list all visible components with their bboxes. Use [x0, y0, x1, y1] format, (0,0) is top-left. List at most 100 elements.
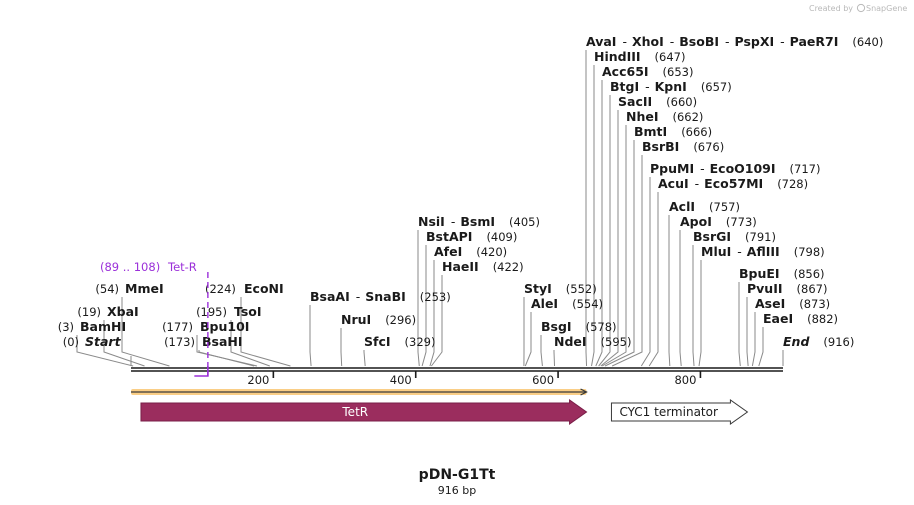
- enzyme-name[interactable]: AfeI: [434, 244, 462, 259]
- enzyme-name[interactable]: BsrBI: [642, 139, 679, 154]
- site-start[interactable]: Start (0): [63, 334, 122, 349]
- site-hindiii[interactable]: HindIII (647): [594, 49, 685, 64]
- site-position: (595): [601, 335, 632, 349]
- enzyme-name[interactable]: StyI: [524, 281, 552, 296]
- enzyme-name[interactable]: NdeI: [554, 334, 587, 349]
- enzyme-name[interactable]: MmeI: [125, 281, 164, 296]
- enzyme-name[interactable]: PvuII: [747, 281, 783, 296]
- enzyme-name[interactable]: BtgI: [610, 79, 639, 94]
- site-bsaai[interactable]: BsaAI - SnaBI (253): [310, 289, 451, 304]
- enzyme-name[interactable]: SacII: [618, 94, 652, 109]
- site-acui[interactable]: AcuI - Eco57MI (728): [658, 176, 808, 191]
- enzyme-name[interactable]: BsmI: [460, 214, 495, 229]
- site-haeii[interactable]: HaeII (422): [442, 259, 524, 274]
- site-bstapi[interactable]: BstAPI (409): [426, 229, 517, 244]
- enzyme-name[interactable]: BmtI: [634, 124, 667, 139]
- site-btgi[interactable]: BtgI - KpnI (657): [610, 79, 732, 94]
- site-position: (657): [701, 80, 732, 94]
- site-bpu10i[interactable]: Bpu10I (177): [162, 319, 249, 334]
- leader-line: [76, 335, 134, 367]
- enzyme-name[interactable]: PspXI: [735, 34, 775, 49]
- enzyme-name[interactable]: BpuEI: [739, 266, 780, 281]
- enzyme-name[interactable]: AclI: [669, 199, 695, 214]
- site-alei[interactable]: AleI (554): [531, 296, 603, 311]
- site-mmei[interactable]: MmeI (54): [95, 281, 163, 296]
- site-styi[interactable]: StyI (552): [524, 281, 597, 296]
- site-avai[interactable]: AvaI - XhoI - BsoBI - PspXI - PaeR7I (640): [586, 34, 883, 49]
- axis-tick-label: 600: [532, 373, 554, 387]
- enzyme-name[interactable]: PaeR7I: [790, 34, 839, 49]
- enzyme-name[interactable]: BsaHI: [202, 334, 243, 349]
- site-sfci[interactable]: SfcI (329): [364, 334, 435, 349]
- enzyme-name[interactable]: Acc65I: [602, 64, 649, 79]
- site-bsrbi[interactable]: BsrBI (676): [642, 139, 724, 154]
- site-end[interactable]: End (916): [783, 334, 854, 349]
- enzyme-name[interactable]: EcoNI: [244, 281, 284, 296]
- site-ndei[interactable]: NdeI (595): [554, 334, 631, 349]
- site-position: (420): [476, 245, 507, 259]
- site-econi[interactable]: EcoNI (224): [205, 281, 284, 296]
- site-asei[interactable]: AseI (873): [755, 296, 830, 311]
- site-afei[interactable]: AfeI (420): [434, 244, 507, 259]
- enzyme-name[interactable]: NheI: [626, 109, 659, 124]
- enzyme-name[interactable]: NsiI: [418, 214, 445, 229]
- enzyme-name[interactable]: AcuI: [658, 176, 689, 191]
- site-acc65i[interactable]: Acc65I (653): [602, 64, 693, 79]
- leader-line: [196, 335, 258, 367]
- enzyme-name[interactable]: KpnI: [655, 79, 687, 94]
- site-sacii[interactable]: SacII (660): [618, 94, 697, 109]
- enzyme-name[interactable]: EaeI: [763, 311, 793, 326]
- enzyme-name[interactable]: MluI: [701, 244, 731, 259]
- site-apoi[interactable]: ApoI (773): [680, 214, 757, 229]
- enzyme-name[interactable]: HindIII: [594, 49, 641, 64]
- site-nsii[interactable]: NsiI - BsmI (405): [418, 214, 540, 229]
- site-tsoi[interactable]: TsoI (195): [196, 304, 261, 319]
- site-mlui[interactable]: MluI - AflIII (798): [701, 244, 825, 259]
- enzyme-name[interactable]: TsoI: [234, 304, 262, 319]
- enzyme-name[interactable]: Start: [85, 334, 122, 349]
- enzyme-name[interactable]: HaeII: [442, 259, 479, 274]
- leader-line: [524, 312, 532, 367]
- enzyme-name[interactable]: XbaI: [107, 304, 139, 319]
- enzyme-name[interactable]: SfcI: [364, 334, 391, 349]
- enzyme-name[interactable]: Bpu10I: [200, 319, 249, 334]
- site-bsrgi[interactable]: BsrGI (791): [693, 229, 776, 244]
- enzyme-name[interactable]: EcoO109I: [710, 161, 776, 176]
- enzyme-name[interactable]: NruI: [341, 312, 371, 327]
- enzyme-name[interactable]: BsaAI: [310, 289, 350, 304]
- enzyme-name[interactable]: End: [783, 334, 810, 349]
- site-nhei[interactable]: NheI (662): [626, 109, 703, 124]
- enzyme-name[interactable]: AflIII: [747, 244, 780, 259]
- enzyme-name[interactable]: ApoI: [680, 214, 712, 229]
- enzyme-name[interactable]: BsrGI: [693, 229, 731, 244]
- site-bsgi[interactable]: BsgI (578): [541, 319, 617, 334]
- site-ppumi[interactable]: PpuMI - EcoO109I (717): [650, 161, 820, 176]
- enzyme-name[interactable]: BamHI: [80, 319, 126, 334]
- site-pvuii[interactable]: PvuII (867): [747, 281, 827, 296]
- site-acli[interactable]: AclI (757): [669, 199, 740, 214]
- primer-name[interactable]: Tet-R: [167, 260, 197, 274]
- site-bamhi[interactable]: BamHI (3): [58, 319, 126, 334]
- site-nrui[interactable]: NruI (296): [341, 312, 416, 327]
- site-xbai[interactable]: XbaI (19): [77, 304, 138, 319]
- leader-line: [103, 320, 145, 367]
- enzyme-name[interactable]: BstAPI: [426, 229, 472, 244]
- sequence-backbone[interactable]: [131, 367, 783, 372]
- enzyme-name[interactable]: AseI: [755, 296, 785, 311]
- primer-tet-r-arrow[interactable]: [194, 366, 209, 377]
- enzyme-name[interactable]: PpuMI: [650, 161, 694, 176]
- site-eaei[interactable]: EaeI (882): [763, 311, 838, 326]
- enzyme-name[interactable]: AvaI: [586, 34, 616, 49]
- enzyme-name[interactable]: AleI: [531, 296, 558, 311]
- site-bmti[interactable]: BmtI (666): [634, 124, 712, 139]
- site-bpuei[interactable]: BpuEI (856): [739, 266, 825, 281]
- enzyme-name[interactable]: BsgI: [541, 319, 572, 334]
- enzyme-name[interactable]: XhoI: [632, 34, 664, 49]
- feature-cyc1-terminator[interactable]: [610, 399, 749, 425]
- enzyme-name[interactable]: Eco57MI: [704, 176, 763, 191]
- feature-tetr[interactable]: [140, 399, 588, 425]
- enzyme-name[interactable]: BsoBI: [679, 34, 719, 49]
- enzyme-name[interactable]: SnaBI: [365, 289, 406, 304]
- site-bsahi[interactable]: BsaHI (173): [164, 334, 242, 349]
- leader-line: [340, 328, 343, 367]
